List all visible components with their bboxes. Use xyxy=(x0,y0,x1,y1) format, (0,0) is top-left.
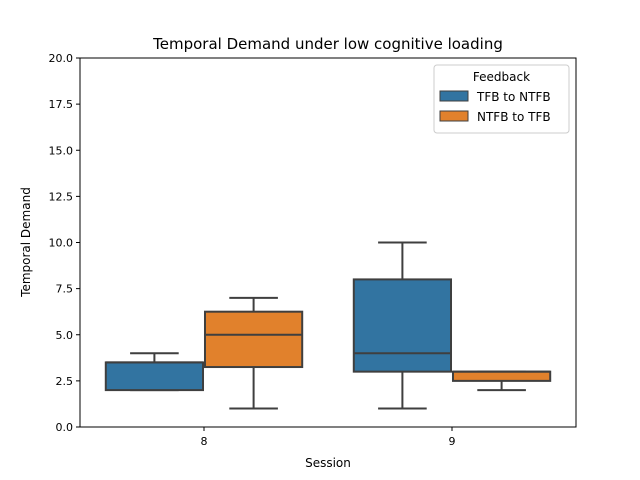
box xyxy=(451,370,552,382)
x-axis-label: Session xyxy=(305,456,351,470)
legend-title: Feedback xyxy=(473,70,530,84)
box xyxy=(203,310,304,369)
legend: Feedback TFB to NTFB NTFB to TFB xyxy=(433,64,570,134)
x-tick-label: 9 xyxy=(449,435,456,448)
y-tick-label: 10.0 xyxy=(49,237,74,250)
y-tick-label: 15.0 xyxy=(49,144,74,157)
legend-label: NTFB to TFB xyxy=(477,110,551,124)
x-tick-label: 8 xyxy=(201,435,208,448)
y-axis-label: Temporal Demand xyxy=(19,187,33,298)
legend-swatch xyxy=(439,110,469,122)
chart-title: Temporal Demand under low cognitive load… xyxy=(152,35,503,53)
box xyxy=(104,361,205,392)
box xyxy=(352,278,453,373)
y-tick-label: 0.0 xyxy=(56,421,74,434)
legend-swatch xyxy=(439,90,469,102)
y-tick-label: 7.5 xyxy=(56,283,74,296)
y-tick-label: 2.5 xyxy=(56,375,74,388)
y-tick-label: 20.0 xyxy=(49,52,74,65)
y-tick-label: 12.5 xyxy=(49,190,74,203)
plot-area: 0.0 2.5 5.0 7.5 10.0 12.5 15.0 17.5 20.0 8 9 xyxy=(49,52,577,448)
y-tick-label: 5.0 xyxy=(56,329,74,342)
legend-label: TFB to NTFB xyxy=(476,90,551,104)
y-tick-label: 17.5 xyxy=(49,98,74,111)
axes-frame xyxy=(79,57,577,428)
